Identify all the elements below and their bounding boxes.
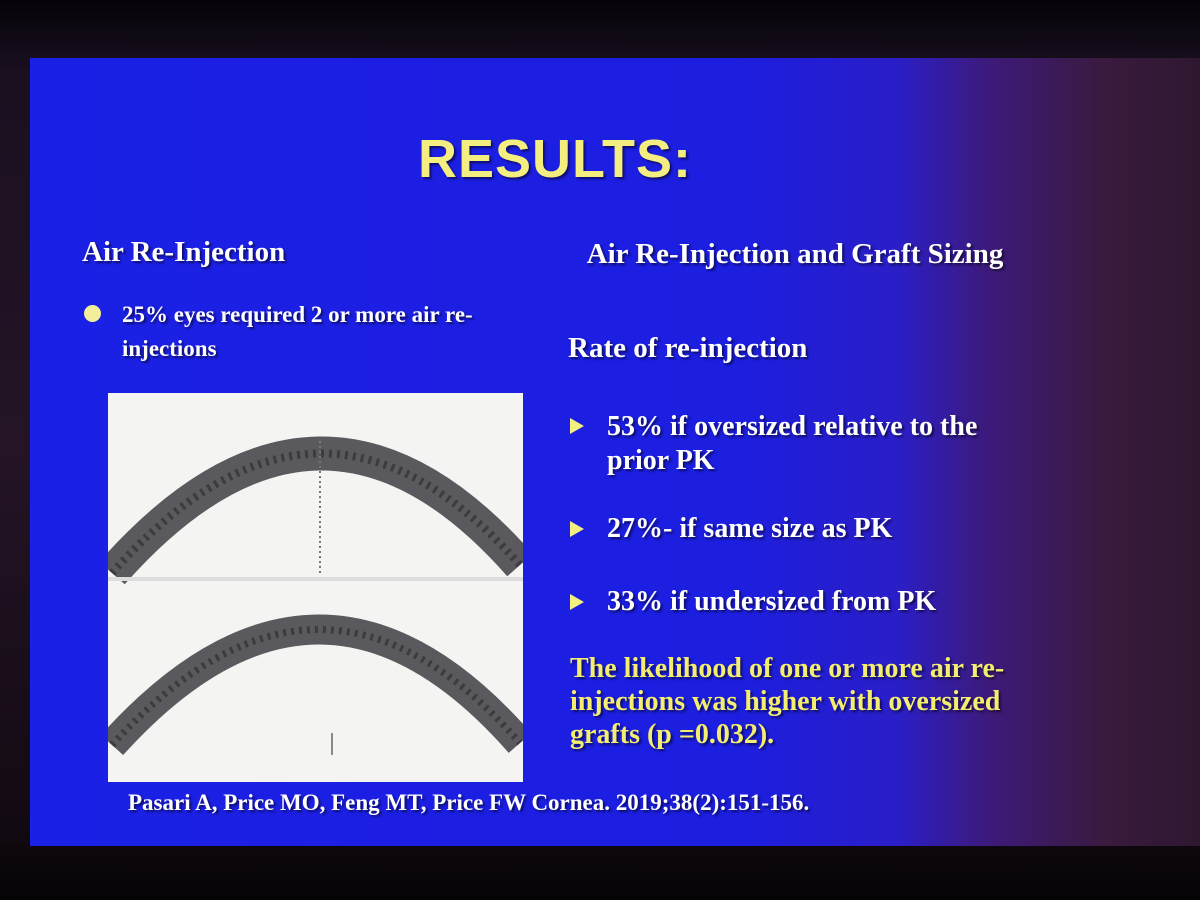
rate-item: 33% if undersized from PK	[607, 586, 937, 617]
right-subheading: Rate of re-injection	[568, 332, 808, 364]
conclusion: The likelihood of one or more air re-inj…	[570, 653, 1005, 750]
oct-image	[108, 393, 523, 782]
rate-item: 27%- if same size as PK	[607, 513, 893, 544]
bullet-dot	[84, 305, 101, 322]
right-heading: Air Re-Injection and Graft Sizing	[586, 238, 1004, 270]
slide-title: RESULTS:	[418, 129, 692, 189]
bullet-arrow	[570, 418, 584, 434]
rate-item: 53% if oversized relative to the prior P…	[607, 411, 978, 476]
bullet-text: 25% eyes required 2 or more air re-injec…	[122, 302, 473, 361]
citation: Pasari A, Price MO, Feng MT, Price FW Co…	[128, 790, 810, 815]
bullet-arrow	[570, 521, 584, 537]
bullet-arrow	[570, 594, 584, 610]
left-heading: Air Re-Injection	[82, 236, 286, 268]
